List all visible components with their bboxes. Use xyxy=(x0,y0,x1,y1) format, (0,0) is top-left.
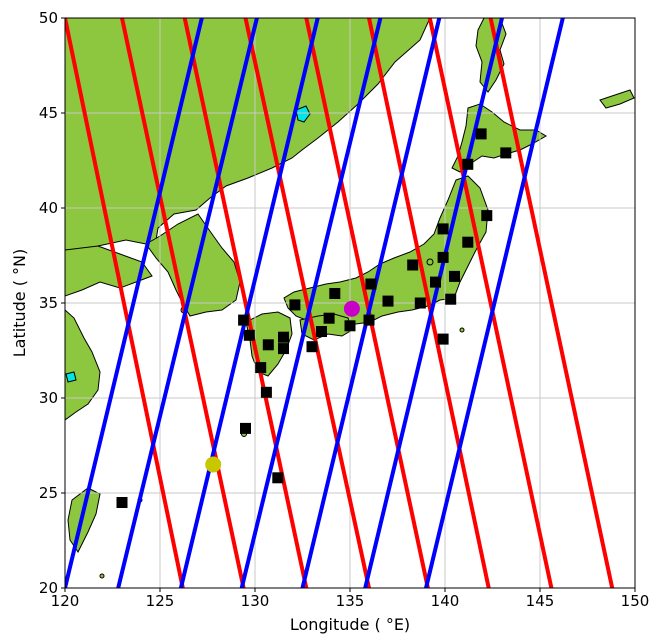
y-tick-label-20: 20 xyxy=(39,579,58,597)
island-izu xyxy=(459,327,465,333)
station-marker-31 xyxy=(240,422,251,434)
y-tick-label-50: 50 xyxy=(39,9,58,27)
y-tick-label-40: 40 xyxy=(39,199,58,217)
ascending-track-5 xyxy=(300,18,442,588)
station-marker-14 xyxy=(445,293,457,305)
ascending-track-7 xyxy=(424,18,565,588)
lake-khanka xyxy=(295,105,311,123)
island-sado xyxy=(426,258,434,266)
y-axis-label: Latitude ( °N) xyxy=(10,249,29,357)
ascending-track-3 xyxy=(178,18,320,588)
x-tick-label-150: 150 xyxy=(621,592,650,610)
ticks-layer: 120 125 130 135 140 145 150 20 25 30 35 40 45 50 xyxy=(39,9,649,610)
descending-track-1 xyxy=(65,18,185,588)
land-china-south xyxy=(65,309,101,421)
ascending-track-4 xyxy=(239,18,383,588)
island-ryukyu-2 xyxy=(99,573,105,579)
station-marker-32 xyxy=(272,472,284,484)
x-tick-label-130: 130 xyxy=(241,592,270,610)
station-marker-8 xyxy=(407,259,419,271)
station-marker-5 xyxy=(437,223,449,235)
descending-track-5 xyxy=(304,18,430,588)
land-asia-mainland xyxy=(65,18,431,259)
station-marker-22 xyxy=(278,331,289,343)
points-layer xyxy=(116,128,512,508)
station-marker-28 xyxy=(437,333,449,345)
x-tick-label-120: 120 xyxy=(51,592,80,610)
station-marker-30 xyxy=(260,386,272,398)
y-tick-label-25: 25 xyxy=(39,484,58,502)
descending-track-2 xyxy=(120,18,246,588)
tracks-layer xyxy=(65,18,615,588)
station-marker-16 xyxy=(329,288,341,299)
map-layer xyxy=(65,18,635,588)
station-marker-27 xyxy=(306,341,318,353)
station-marker-18 xyxy=(323,312,335,324)
station-marker-3 xyxy=(462,158,474,170)
station-marker-2 xyxy=(500,147,512,159)
magenta-circle-marker xyxy=(343,300,360,317)
lake-south xyxy=(65,371,77,383)
descending-track-4 xyxy=(243,18,371,588)
descending-track-8 xyxy=(488,18,615,588)
station-marker-4 xyxy=(481,210,493,222)
ascending-track-2 xyxy=(116,18,259,588)
station-marker-13 xyxy=(414,297,426,309)
station-marker-23 xyxy=(238,314,250,326)
station-marker-15 xyxy=(289,299,301,311)
y-tick-label-35: 35 xyxy=(39,294,58,312)
station-marker-9 xyxy=(449,270,460,282)
station-marker-33 xyxy=(116,497,128,508)
x-axis-label: Longitude ( °E) xyxy=(290,615,410,634)
station-marker-6 xyxy=(462,236,474,248)
station-marker-29 xyxy=(255,362,267,374)
station-marker-21 xyxy=(316,326,327,337)
y-tick-label-45: 45 xyxy=(39,104,58,122)
station-marker-26 xyxy=(278,343,289,355)
descending-track-6 xyxy=(367,18,491,588)
descending-track-7 xyxy=(427,18,554,588)
yellow-circle-marker xyxy=(205,456,222,473)
station-marker-10 xyxy=(365,278,377,290)
station-marker-19 xyxy=(344,320,356,332)
ascending-track-1 xyxy=(65,18,204,588)
x-tick-label-145: 145 xyxy=(526,592,555,610)
land-kuril xyxy=(599,89,635,109)
x-tick-label-135: 135 xyxy=(336,592,365,610)
station-marker-1 xyxy=(475,128,487,140)
y-tick-label-30: 30 xyxy=(39,389,58,407)
ascending-track-6 xyxy=(363,18,504,588)
station-marker-25 xyxy=(262,339,274,351)
station-marker-7 xyxy=(437,251,449,263)
descending-track-3 xyxy=(182,18,309,588)
station-marker-20 xyxy=(363,314,375,326)
x-tick-label-140: 140 xyxy=(431,592,460,610)
station-marker-24 xyxy=(243,329,255,341)
station-marker-12 xyxy=(382,295,394,307)
x-tick-label-125: 125 xyxy=(146,592,175,610)
station-marker-11 xyxy=(430,276,441,288)
